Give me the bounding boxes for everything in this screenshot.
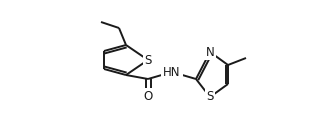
Text: HN: HN — [163, 65, 181, 78]
Text: N: N — [206, 46, 214, 59]
Text: S: S — [144, 53, 152, 66]
Text: O: O — [143, 90, 152, 103]
Text: S: S — [206, 91, 214, 104]
